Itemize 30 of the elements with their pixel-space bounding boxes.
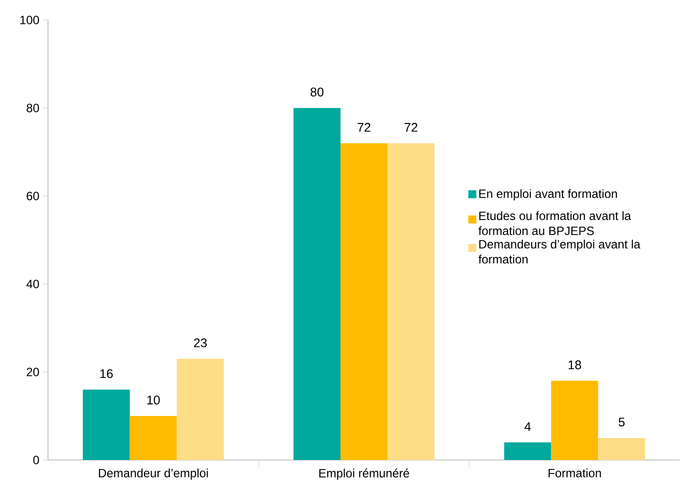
x-tick-label: Demandeur d’emploi (98, 468, 208, 480)
bar (176, 358, 224, 460)
bar (551, 380, 598, 460)
y-tick-label: 80 (26, 104, 40, 112)
data-label: 10 (147, 396, 160, 404)
y-tick-label: 100 (20, 16, 40, 24)
y-tick-label: 0 (33, 456, 40, 464)
data-label: 5 (618, 418, 625, 426)
legend-label: En emploi avant formation (479, 189, 617, 200)
legend-label: Demandeurs d’emploi avant la formation (478, 240, 640, 264)
data-label: 80 (310, 88, 324, 96)
data-label: 16 (100, 369, 113, 378)
x-tick-label: Emploi rémunéré (319, 468, 410, 480)
x-tick-label: Formation (548, 468, 601, 478)
data-label: 4 (524, 422, 531, 431)
data-label: 72 (404, 122, 418, 132)
bar (82, 390, 130, 460)
bar (130, 416, 177, 460)
y-tick-label: 20 (26, 368, 40, 376)
legend-label: Etudes ou formation avant la formation au BPJEPS (478, 211, 632, 236)
data-label: 72 (358, 122, 370, 132)
bar (388, 143, 434, 460)
y-tick-label: 40 (26, 280, 40, 288)
bar (340, 143, 388, 460)
bar (294, 108, 340, 460)
y-tick-label: 60 (26, 192, 40, 200)
data-label: 23 (194, 338, 207, 348)
data-label: 18 (568, 360, 582, 370)
bar (504, 442, 552, 460)
bar (598, 438, 646, 460)
